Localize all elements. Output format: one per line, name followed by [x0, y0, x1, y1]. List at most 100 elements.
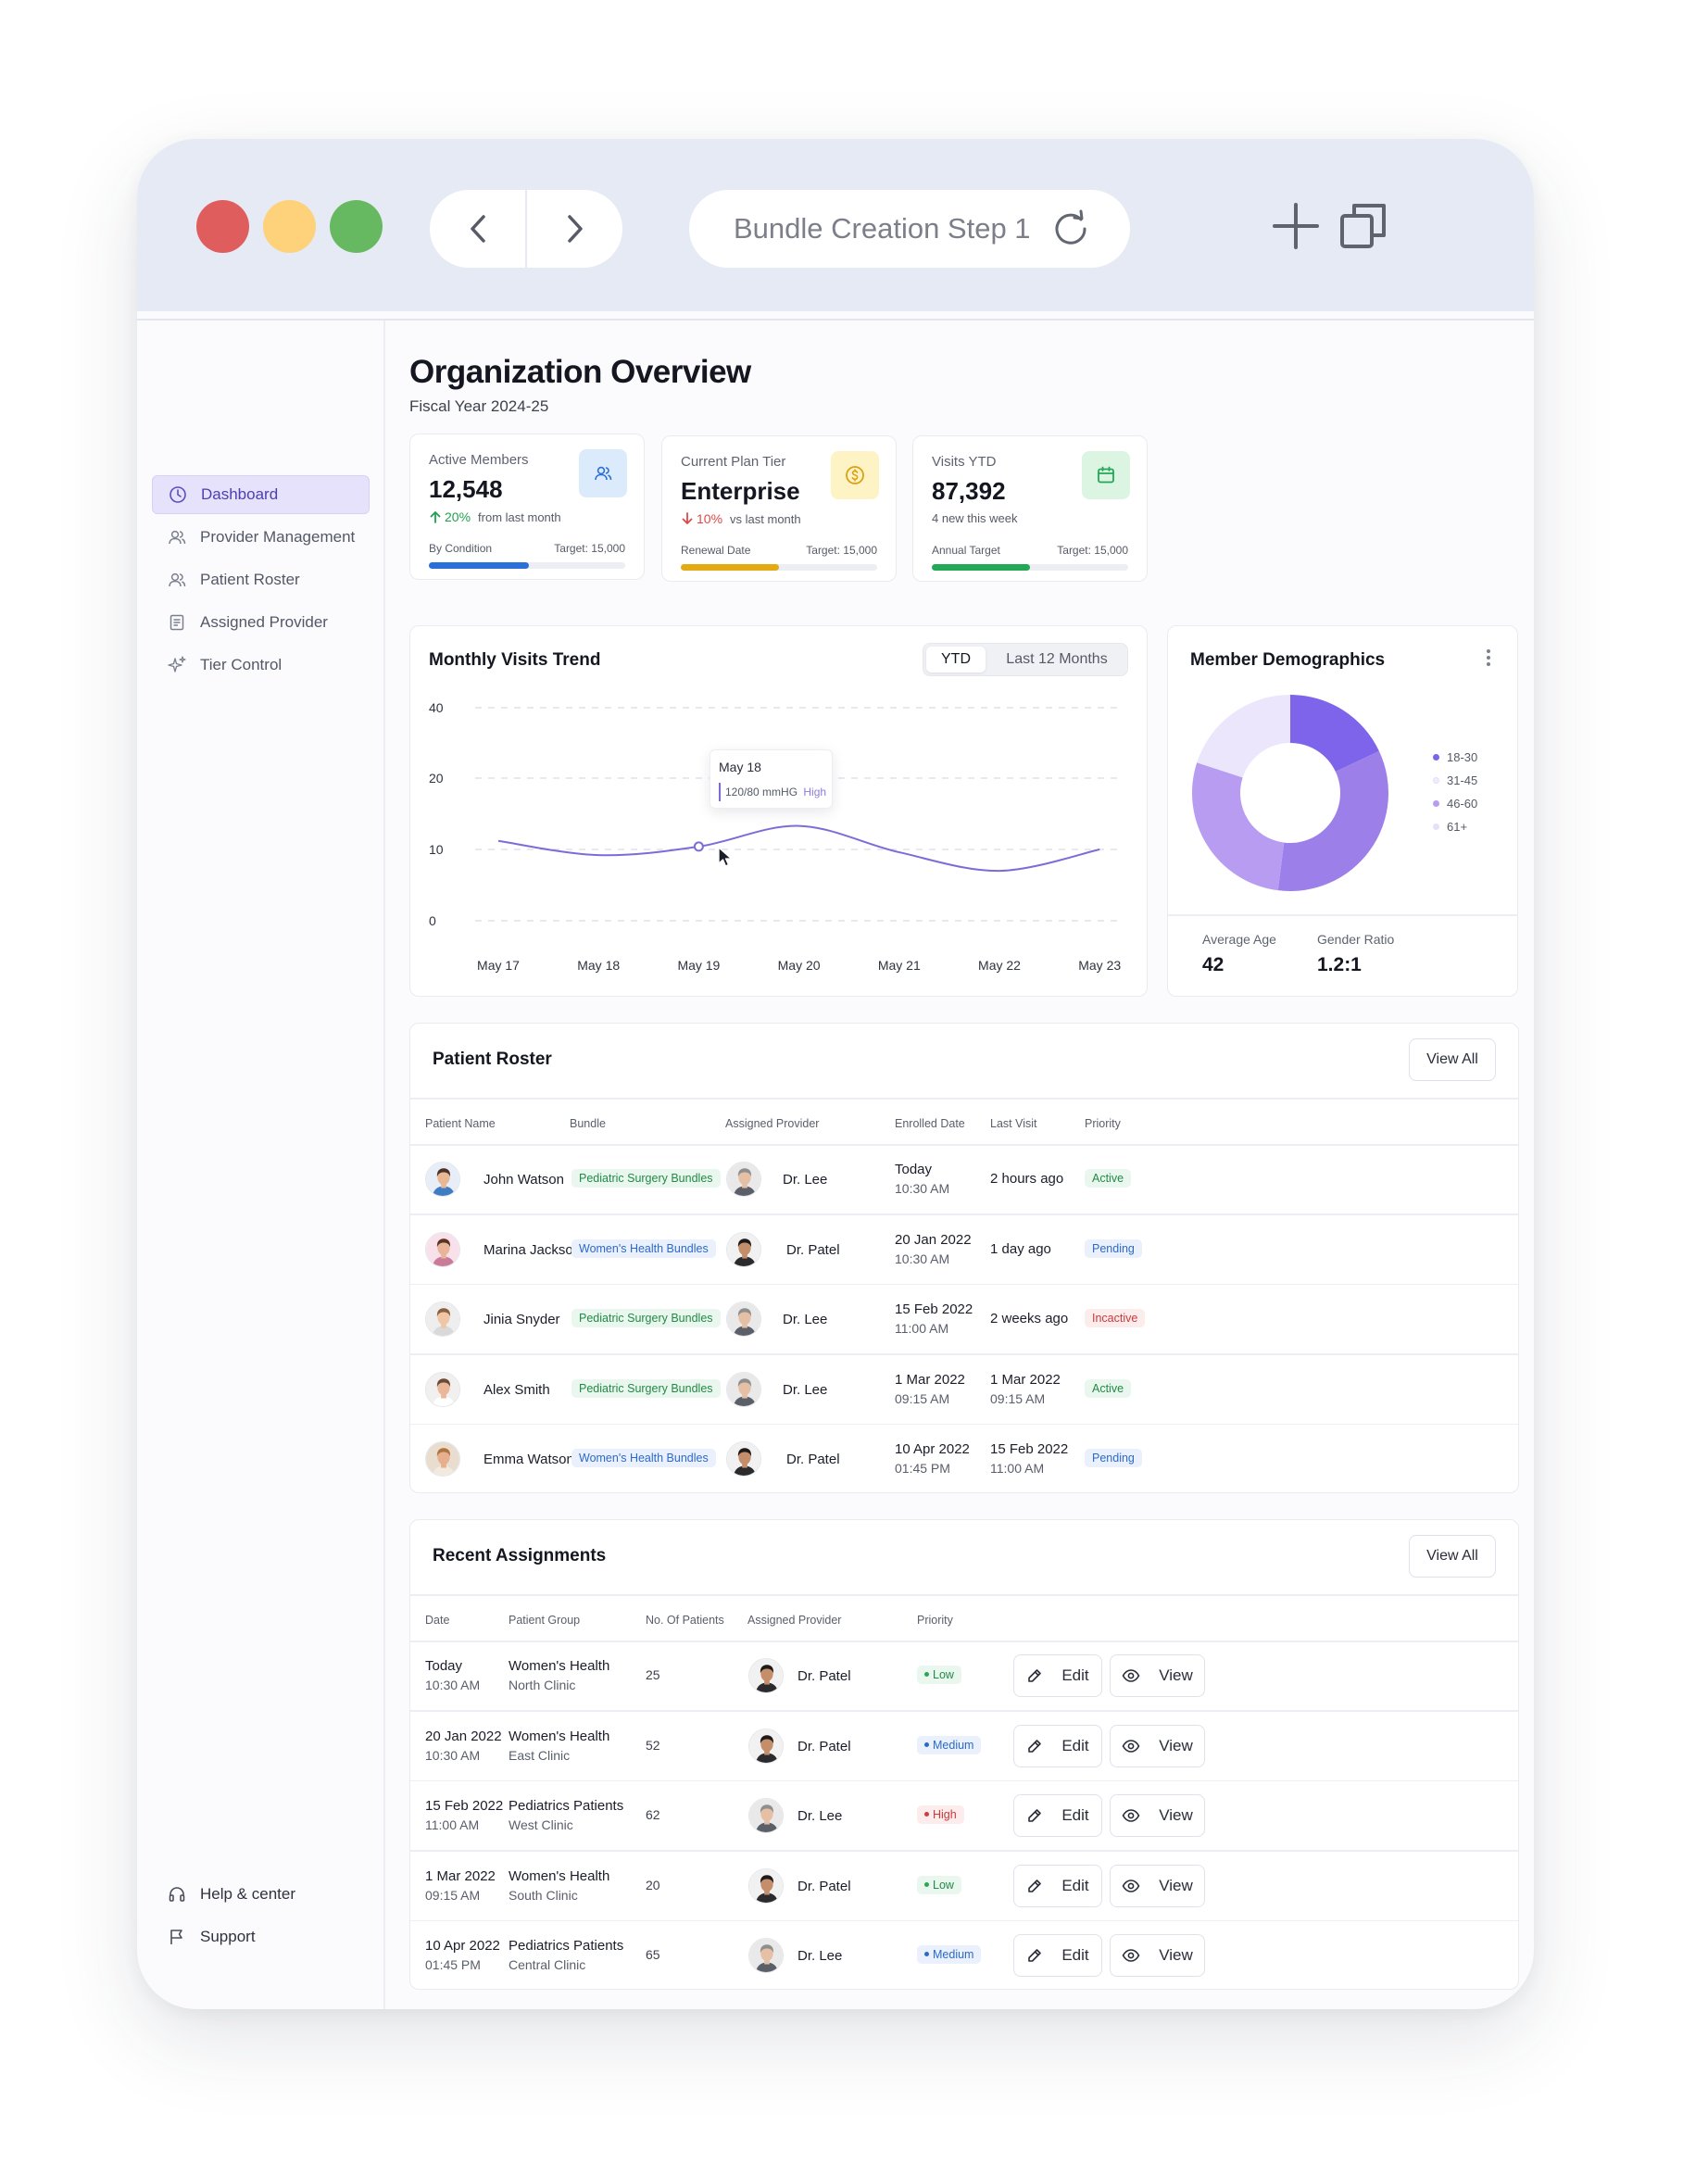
sidebar-item-provider-management[interactable]: Provider Management: [152, 518, 370, 557]
table-row[interactable]: Marina Jackson Women's Health Bundles Dr. …: [410, 1215, 1518, 1285]
table-row[interactable]: Alex Smith Pediatric Surgery Bundles Dr. L…: [410, 1355, 1518, 1425]
table-row[interactable]: 20 Jan 2022 10:30 AM Women's Health East Cl…: [410, 1712, 1518, 1781]
edit-label: Edit: [1061, 1946, 1089, 1964]
enrolled-time: 09:15 AM: [895, 1390, 950, 1406]
provider-name: Dr. Patel: [786, 1241, 840, 1258]
edit-icon: [1026, 1878, 1052, 1894]
assignments-view-all-button[interactable]: View All: [1409, 1535, 1496, 1578]
view-button[interactable]: View: [1110, 1654, 1205, 1697]
view-button[interactable]: View: [1110, 1724, 1205, 1767]
stat-change: 20% from last month: [429, 509, 561, 524]
mouse-cursor-icon: [718, 847, 733, 867]
close-window-button[interactable]: [196, 200, 249, 253]
table-row[interactable]: Emma Watson Women's Health Bundles Dr. Pat…: [410, 1425, 1518, 1494]
table-row[interactable]: Today 10:30 AM Women's Health North Clinic 2…: [410, 1641, 1518, 1712]
tabs-overview-icon[interactable]: [1339, 202, 1388, 250]
table-row[interactable]: John Watson Pediatric Surgery Bundles Dr. …: [410, 1145, 1518, 1215]
highlight-point[interactable]: [693, 841, 704, 852]
table-row[interactable]: Jinia Snyder Pediatric Surgery Bundles Dr.…: [410, 1285, 1518, 1355]
trend-line-chart: 0 10 20 40 May 17 May 18 May 19 May 20 May 21 May…: [429, 700, 1124, 973]
view-button[interactable]: View: [1110, 1864, 1205, 1907]
gender-ratio-stat: Gender Ratio 1.2:1: [1317, 932, 1394, 976]
assignment-date-value: Today: [425, 1658, 463, 1674]
edit-button[interactable]: Edit: [1013, 1864, 1102, 1907]
y-tick-label: 20: [429, 771, 444, 786]
progress-target: Target: 15,000: [806, 544, 877, 557]
clinic-name: West Clinic: [509, 1817, 573, 1832]
headset-icon: [167, 1884, 187, 1905]
back-button[interactable]: [430, 190, 525, 268]
arrow-down-icon: [681, 512, 694, 525]
row-divider: [410, 1098, 1518, 1100]
reload-icon[interactable]: [1050, 208, 1091, 249]
forward-button[interactable]: [527, 190, 622, 268]
donut-slice[interactable]: [1277, 750, 1388, 891]
tooltip-tag: High: [803, 786, 827, 798]
donut-slice[interactable]: [1290, 695, 1379, 773]
donut-slice[interactable]: [1197, 695, 1290, 778]
provider-name: Dr. Lee: [797, 1948, 843, 1964]
x-tick-label: May 18: [577, 958, 620, 973]
column-header: Assigned Provider: [725, 1117, 820, 1130]
new-tab-icon[interactable]: [1272, 202, 1320, 250]
chevron-left-icon: [470, 215, 485, 243]
chevron-right-icon: [567, 215, 583, 243]
toolbar-divider: [137, 319, 1534, 321]
view-label: View: [1159, 1876, 1193, 1894]
patient-name: Alex Smith: [484, 1381, 550, 1398]
table-row[interactable]: 1 Mar 2022 09:15 AM Women's Health South Cl…: [410, 1852, 1518, 1921]
legend-label: 46-60: [1447, 797, 1478, 811]
view-button[interactable]: View: [1110, 1934, 1205, 1977]
avatar: [425, 1371, 460, 1407]
sidebar-item-support[interactable]: Support: [152, 1917, 370, 1956]
table-row[interactable]: 10 Apr 2022 01:45 PM Pediatrics Patients Ce…: [410, 1921, 1518, 1991]
patient-group-name: Women's Health: [509, 1658, 610, 1674]
more-options-icon[interactable]: [1486, 648, 1491, 667]
edit-icon: [1026, 1807, 1052, 1824]
patient-name: John Watson: [484, 1172, 564, 1188]
stat-change-note: vs last month: [730, 511, 801, 526]
stat-value: 87,392: [932, 477, 1006, 505]
sidebar-item-tier-control[interactable]: Tier Control: [152, 646, 370, 685]
tooltip-value: 120/80 mmHG: [725, 786, 798, 798]
avatar: [425, 1231, 460, 1267]
eye-icon: [1122, 1738, 1149, 1754]
assignment-date-value: 15 Feb 2022: [425, 1798, 504, 1814]
provider-avatar: [748, 1658, 784, 1693]
y-tick-label: 40: [429, 700, 444, 715]
stat-value: 12,548: [429, 475, 503, 503]
minimize-window-button[interactable]: [263, 200, 316, 253]
provider-avatar: [748, 1798, 784, 1833]
eye-icon: [1122, 1807, 1149, 1824]
patient-name: Emma Watson: [484, 1452, 574, 1467]
edit-button[interactable]: Edit: [1013, 1934, 1102, 1977]
address-bar[interactable]: Bundle Creation Step 1: [689, 190, 1130, 268]
sidebar-item-assigned-provider[interactable]: Assigned Provider: [152, 603, 370, 642]
page-title: Organization Overview: [409, 354, 751, 390]
tab-last-12-months[interactable]: Last 12 Months: [1006, 651, 1108, 667]
edit-button[interactable]: Edit: [1013, 1794, 1102, 1837]
demographics-title: Member Demographics: [1190, 650, 1386, 670]
enrolled-date: 10 Apr 2022 01:45 PM: [895, 1440, 970, 1477]
document-icon: [167, 612, 187, 633]
view-button[interactable]: View: [1110, 1794, 1205, 1837]
enrolled-date: 20 Jan 2022 10:30 AM: [895, 1231, 972, 1268]
last-visit-value: 15 Feb 2022: [990, 1441, 1069, 1457]
priority-badge: Low: [917, 1875, 961, 1894]
sidebar-item-help-center[interactable]: Help & center: [152, 1875, 370, 1914]
sparkles-icon: [167, 655, 187, 675]
donut-slice[interactable]: [1192, 762, 1285, 891]
maximize-window-button[interactable]: [330, 200, 383, 253]
edit-button[interactable]: Edit: [1013, 1724, 1102, 1767]
column-header: Patient Name: [425, 1117, 496, 1130]
last-visit: 1 Mar 2022 09:15 AM: [990, 1371, 1061, 1408]
roster-view-all-button[interactable]: View All: [1409, 1038, 1496, 1081]
x-tick-label: May 20: [778, 958, 821, 973]
y-tick-label: 0: [429, 913, 436, 928]
sidebar-item-dashboard[interactable]: Dashboard: [152, 475, 370, 514]
table-row[interactable]: 15 Feb 2022 11:00 AM Pediatrics Patients We…: [410, 1781, 1518, 1852]
edit-button[interactable]: Edit: [1013, 1654, 1102, 1697]
sidebar-item-patient-roster[interactable]: Patient Roster: [152, 560, 370, 599]
bundle-badge: Pediatric Surgery Bundles: [571, 1378, 721, 1398]
tab-ytd[interactable]: YTD: [926, 647, 986, 673]
